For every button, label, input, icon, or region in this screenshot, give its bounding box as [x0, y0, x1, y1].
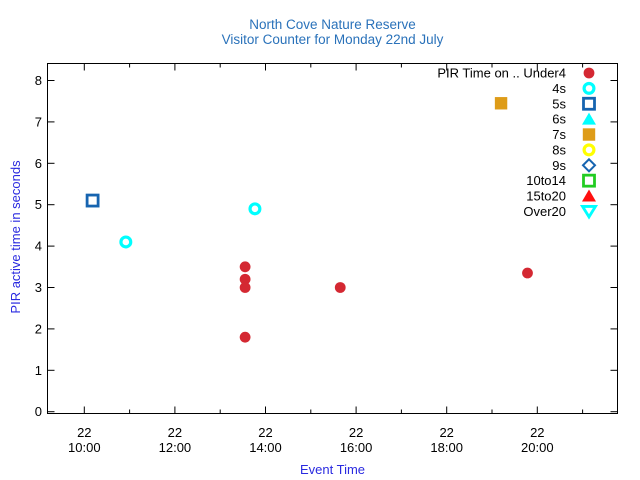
legend-label-pir-time-on-under4: PIR Time on .. Under4 [437, 66, 566, 81]
y-tick-label: 7 [35, 114, 42, 129]
legend-marker-5s [582, 96, 596, 111]
data-point-pir-time-on-under4 [239, 273, 251, 285]
data-point-4s [119, 235, 133, 249]
legend-label-9s: 9s [552, 158, 566, 173]
x-tick-time-label: 12:00 [159, 440, 192, 455]
legend-marker-over20 [579, 205, 599, 220]
x-tick-time-label: 14:00 [249, 440, 282, 455]
x-tick-day-label: 22 [349, 425, 363, 440]
data-point-5s [85, 193, 100, 208]
x-tick-time-label: 18:00 [430, 440, 463, 455]
legend-label-over20: Over20 [523, 204, 566, 219]
legend-marker-10to14 [582, 173, 596, 188]
legend-marker-7s [582, 128, 596, 141]
y-tick-label: 8 [35, 73, 42, 88]
legend-label-6s: 6s [552, 112, 566, 127]
legend-marker-pir-time-on-under4 [583, 67, 595, 79]
legend-label-8s: 8s [552, 142, 566, 157]
y-tick-label: 5 [35, 197, 42, 212]
legend-label-4s: 4s [552, 81, 566, 96]
legend-label-7s: 7s [552, 127, 566, 142]
legend-label-5s: 5s [552, 96, 566, 111]
x-tick-day-label: 22 [77, 425, 91, 440]
chart-title-line1: North Cove Nature Reserve [249, 17, 416, 32]
legend-marker-9s [581, 157, 597, 173]
plot-border [47, 63, 618, 414]
y-tick-label: 6 [35, 156, 42, 171]
y-tick-label: 4 [35, 239, 42, 254]
legend-label-15to20: 15to20 [526, 189, 566, 204]
x-tick-day-label: 22 [439, 425, 453, 440]
y-tick-label: 3 [35, 280, 42, 295]
data-point-pir-time-on-under4 [239, 282, 251, 293]
x-tick-time-label: 10:00 [68, 440, 101, 455]
legend-marker-4s [582, 81, 596, 95]
data-point-pir-time-on-under4 [239, 261, 251, 273]
y-tick-label: 2 [35, 321, 42, 336]
x-tick-day-label: 22 [168, 425, 182, 440]
x-axis-label: Event Time [299, 462, 366, 477]
x-tick-day-label: 22 [258, 425, 272, 440]
legend-marker-15to20 [582, 189, 596, 202]
legend-label-10to14: 10to14 [526, 173, 566, 188]
data-point-pir-time-on-under4 [239, 331, 251, 343]
x-tick-time-label: 16:00 [340, 440, 373, 455]
y-tick-label: 0 [35, 404, 42, 419]
x-tick-day-label: 22 [530, 425, 544, 440]
chart-title-line2: Visitor Counter for Monday 22nd July [221, 32, 444, 47]
data-point-7s [494, 97, 508, 110]
legend-marker-6s [582, 112, 596, 125]
data-point-4s [248, 202, 262, 216]
x-tick-time-label: 20:00 [521, 440, 554, 455]
legend-marker-8s [582, 143, 596, 157]
data-point-pir-time-on-under4 [522, 267, 533, 279]
y-tick-label: 1 [35, 363, 42, 378]
data-point-pir-time-on-under4 [334, 282, 346, 293]
